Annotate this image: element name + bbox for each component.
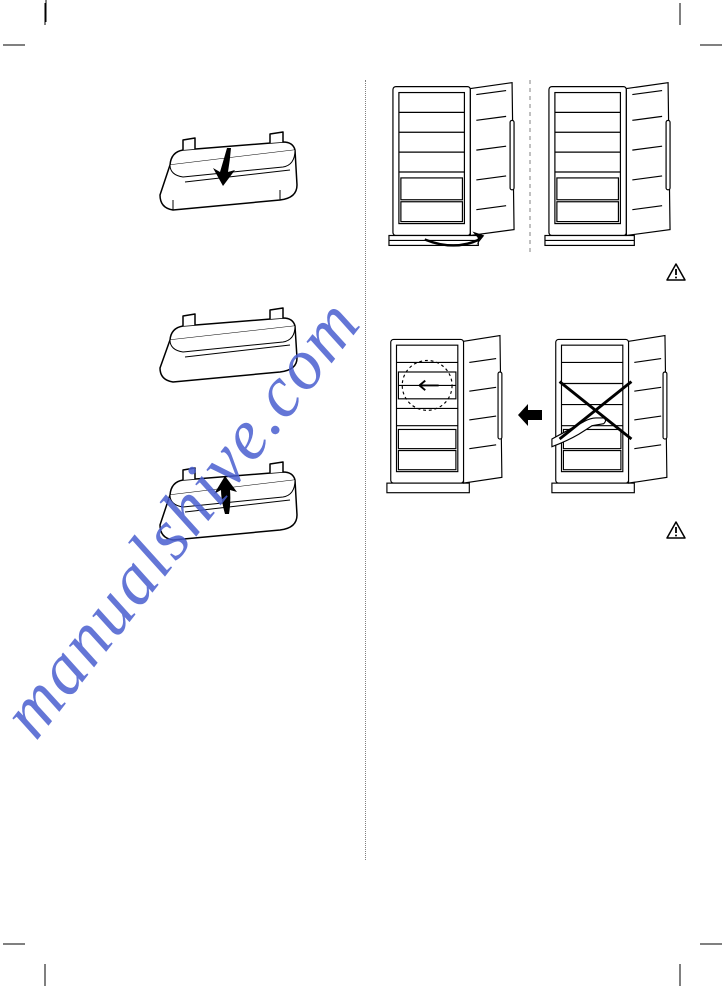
right-column — [385, 80, 675, 505]
manual-page: manualshive.com — [0, 0, 725, 989]
arrow-left-icon — [518, 330, 543, 505]
crop-mark-top-left — [0, 0, 60, 60]
left-column — [65, 80, 350, 550]
crop-mark-bottom-left — [0, 929, 60, 989]
figure-drawer-down — [155, 120, 310, 220]
panel-divider-dashed — [527, 80, 533, 255]
fridge-panel-incorrect-x — [550, 330, 675, 505]
figure-drawer-up — [155, 450, 310, 550]
fridge-panel-right — [541, 80, 675, 255]
crop-mark-top-right — [665, 0, 725, 60]
fridge-panel-correct-pull — [385, 330, 510, 505]
fridge-panel-left-swing — [385, 80, 519, 255]
figure-fridge-shelf-removal — [385, 330, 675, 505]
figure-fridge-door-swing — [385, 80, 675, 255]
figure-drawer-plain — [155, 300, 310, 390]
caution-icon — [665, 262, 687, 282]
content-area — [65, 80, 670, 909]
crop-mark-bottom-right — [665, 929, 725, 989]
column-divider — [365, 80, 366, 860]
caution-icon — [665, 520, 687, 540]
